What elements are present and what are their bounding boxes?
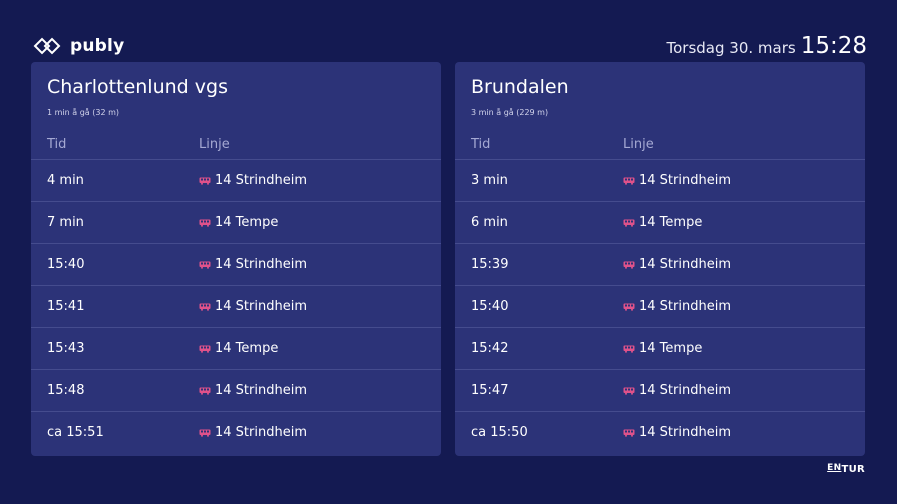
line-label: 14 Strindheim <box>215 299 307 314</box>
departure-row: ca 15:51 14 Strindheim <box>31 411 441 453</box>
departure-row: 15:48 14 Strindheim <box>31 369 441 411</box>
departure-line: 14 Tempe <box>623 215 702 230</box>
departure-time: ca 15:51 <box>47 425 104 440</box>
header: publy Torsdag 30. mars 15:28 <box>32 30 867 62</box>
walk-distance: 1 min å gå (32 m) <box>47 108 119 117</box>
line-label: 14 Strindheim <box>215 257 307 272</box>
departure-line: 14 Tempe <box>199 215 278 230</box>
bus-icon <box>623 177 635 185</box>
line-label: 14 Strindheim <box>639 425 731 440</box>
bus-icon <box>623 345 635 353</box>
departure-time: 15:40 <box>47 257 85 272</box>
departure-line: 14 Strindheim <box>623 383 731 398</box>
departure-line: 14 Strindheim <box>623 173 731 188</box>
departure-line: 14 Strindheim <box>199 383 307 398</box>
departure-time: 15:41 <box>47 299 85 314</box>
line-label: 14 Tempe <box>215 341 279 356</box>
column-header-line: Linje <box>623 137 654 152</box>
departure-line: 14 Strindheim <box>623 257 731 272</box>
line-label: 14 Tempe <box>215 215 279 230</box>
line-label: 14 Tempe <box>639 215 703 230</box>
bus-icon <box>199 345 211 353</box>
entur-logo-en: EN <box>827 463 842 473</box>
departure-time: 7 min <box>47 215 84 230</box>
bus-icon <box>199 177 211 185</box>
column-header-line: Linje <box>199 137 230 152</box>
walk-distance: 3 min å gå (229 m) <box>471 108 549 117</box>
departure-time: 3 min <box>471 173 508 188</box>
line-label: 14 Strindheim <box>215 425 307 440</box>
departure-line: 14 Strindheim <box>199 257 307 272</box>
departure-time: 15:40 <box>471 299 509 314</box>
departure-row: 15:43 14 Tempe <box>31 327 441 369</box>
departure-line: 14 Tempe <box>199 341 278 356</box>
bus-icon <box>623 429 635 437</box>
publy-logo-icon <box>33 37 61 55</box>
entur-logo-tur: TUR <box>841 464 865 475</box>
date-time: Torsdag 30. mars 15:28 <box>667 33 867 59</box>
stop-panel-brundalen: Brundalen 3 min å gå (229 m) Tid Linje 3… <box>455 62 865 456</box>
departure-time: 6 min <box>471 215 508 230</box>
departure-row: 15:40 14 Strindheim <box>31 243 441 285</box>
current-date: Torsdag 30. mars <box>666 39 796 57</box>
bus-icon <box>199 261 211 269</box>
line-label: 14 Strindheim <box>215 383 307 398</box>
departure-row: 7 min 14 Tempe <box>31 201 441 243</box>
departure-row: 15:42 14 Tempe <box>455 327 865 369</box>
column-header-time: Tid <box>471 137 491 152</box>
departure-row: 15:41 14 Strindheim <box>31 285 441 327</box>
departure-line: 14 Strindheim <box>199 173 307 188</box>
departure-line: 14 Strindheim <box>199 299 307 314</box>
departure-list: 4 min 14 Strindheim 7 min 14 Tempe 15:40… <box>31 159 441 453</box>
line-label: 14 Strindheim <box>639 257 731 272</box>
departure-line: 14 Strindheim <box>623 299 731 314</box>
departure-line: 14 Strindheim <box>623 425 731 440</box>
stop-name: Brundalen <box>471 76 569 98</box>
bus-icon <box>623 261 635 269</box>
current-time: 15:28 <box>800 33 867 59</box>
bus-icon <box>199 219 211 227</box>
departure-row: 6 min 14 Tempe <box>455 201 865 243</box>
departure-time: 15:48 <box>47 383 85 398</box>
bus-icon <box>623 303 635 311</box>
stop-panel-charlottenlund: Charlottenlund vgs 1 min å gå (32 m) Tid… <box>31 62 441 456</box>
departure-row: 15:47 14 Strindheim <box>455 369 865 411</box>
departure-time: 4 min <box>47 173 84 188</box>
line-label: 14 Strindheim <box>215 173 307 188</box>
entur-logo: ENTUR <box>827 463 865 475</box>
departure-time: 15:43 <box>47 341 85 356</box>
line-label: 14 Strindheim <box>639 383 731 398</box>
line-label: 14 Tempe <box>639 341 703 356</box>
departure-row: 3 min 14 Strindheim <box>455 159 865 201</box>
bus-icon <box>199 303 211 311</box>
departure-time: 15:42 <box>471 341 509 356</box>
departure-row: ca 15:50 14 Strindheim <box>455 411 865 453</box>
bus-icon <box>199 387 211 395</box>
departure-time: 15:47 <box>471 383 509 398</box>
line-label: 14 Strindheim <box>639 173 731 188</box>
publy-logo: publy <box>32 36 124 56</box>
departure-time: 15:39 <box>471 257 509 272</box>
departure-line: 14 Strindheim <box>199 425 307 440</box>
departure-line: 14 Tempe <box>623 341 702 356</box>
departure-row: 15:40 14 Strindheim <box>455 285 865 327</box>
departure-list: 3 min 14 Strindheim 6 min 14 Tempe 15:39… <box>455 159 865 453</box>
column-header-time: Tid <box>47 137 67 152</box>
bus-icon <box>623 219 635 227</box>
departure-time: ca 15:50 <box>471 425 528 440</box>
departure-row: 4 min 14 Strindheim <box>31 159 441 201</box>
brand-name: publy <box>70 36 125 56</box>
bus-icon <box>623 387 635 395</box>
departure-row: 15:39 14 Strindheim <box>455 243 865 285</box>
line-label: 14 Strindheim <box>639 299 731 314</box>
bus-icon <box>199 429 211 437</box>
stop-name: Charlottenlund vgs <box>47 76 228 98</box>
